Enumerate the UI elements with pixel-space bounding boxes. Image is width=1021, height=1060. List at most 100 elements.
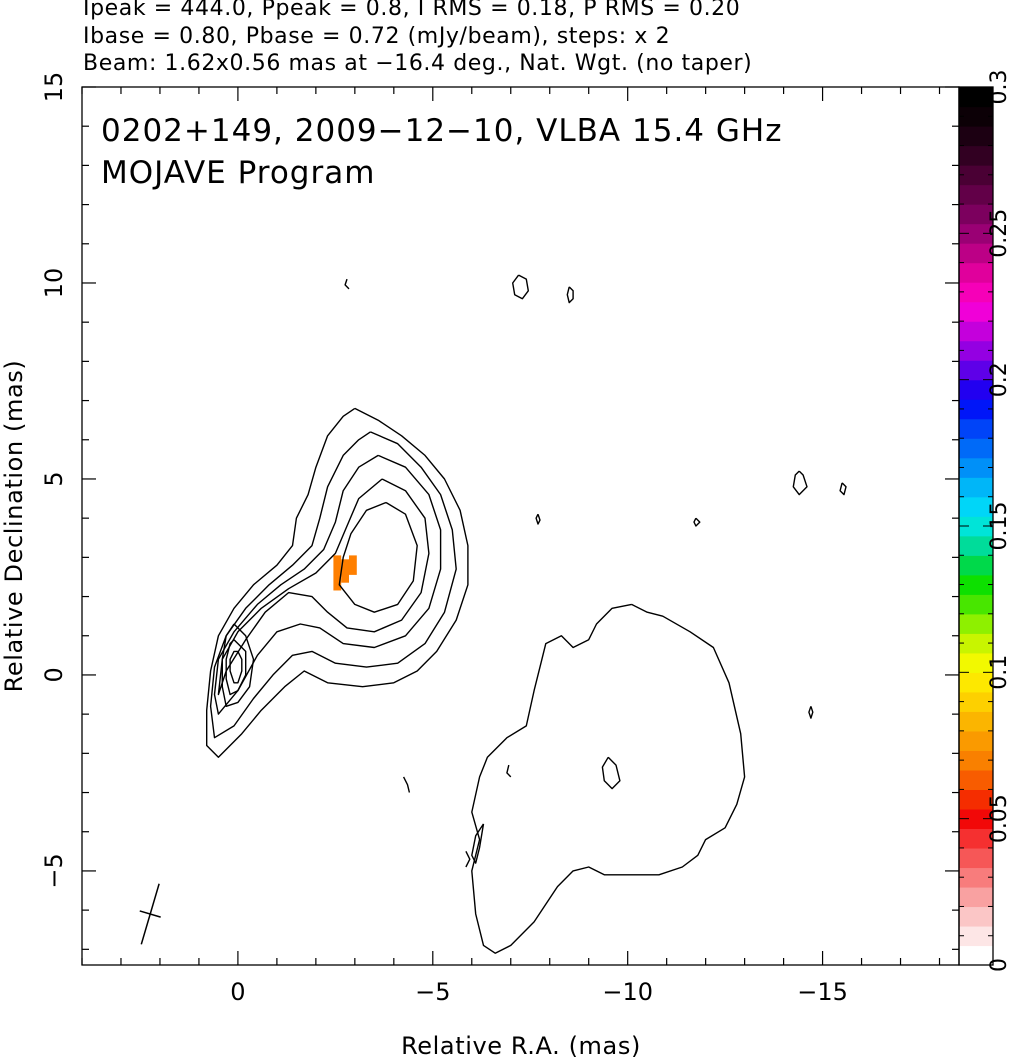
colorbar-segment (959, 204, 993, 225)
colorbar-segment (959, 477, 993, 498)
colorbar-segment (959, 87, 993, 108)
polarization-pixel-1 (341, 559, 349, 583)
colorbar-segment (959, 399, 993, 420)
colorbar-segment (959, 769, 993, 790)
colorbar-segment (959, 613, 993, 634)
colorbar-segment (959, 574, 993, 595)
colorbar-segment (959, 808, 993, 830)
contour-10 (512, 274, 529, 300)
header-line-2: Ibase = 0.80, Pbase = 0.72 (mJy/beam), s… (83, 24, 671, 49)
contour-7 (229, 650, 243, 684)
colorbar-tick-label: 0.05 (987, 794, 1012, 843)
contour-4 (338, 501, 418, 613)
colorbar-segment (959, 886, 993, 908)
colorbar-segment (959, 750, 993, 771)
contour-3 (217, 478, 430, 696)
colorbar-segment (959, 165, 993, 186)
contour-9 (601, 756, 621, 790)
colorbar-tick-label: 0.25 (987, 209, 1012, 258)
colorbar-segment (959, 535, 993, 556)
colorbar-tick-label: 0.15 (987, 502, 1012, 551)
colorbar-segment (959, 301, 993, 322)
colorbar-segment (959, 672, 993, 693)
colorbar-segment (959, 145, 993, 166)
y-tick-label: −5 (40, 853, 68, 888)
plot-frame (81, 86, 960, 966)
colorbar-segment (959, 633, 993, 654)
x-tick-label: 0 (230, 978, 245, 1006)
colorbar-tick-label: 0.2 (987, 362, 1012, 397)
colorbar-segment (959, 457, 993, 478)
y-axis-label: Relative Declination (mas) (0, 360, 28, 693)
header-line-1: Ipeak = 444.0, Ppeak = 0.8, I RMS = 0.18… (83, 0, 741, 21)
colorbar-segment (959, 418, 993, 439)
colorbar-segment (959, 223, 993, 244)
contour-0 (206, 407, 469, 758)
x-tick-label: −15 (797, 978, 848, 1006)
contour-12 (792, 470, 808, 496)
contour-17 (471, 823, 485, 864)
header-line-3: Beam: 1.62x0.56 mas at −16.4 deg., Nat. … (83, 51, 753, 76)
axis-ticks: 0 −5 −10 −15 −5 0 5 10 15 (40, 72, 959, 1006)
colorbar-segment (959, 126, 993, 147)
contour-6 (225, 639, 247, 696)
colorbar-segment (959, 262, 993, 283)
colorbar-frame (958, 86, 994, 966)
colorbar-segment (959, 594, 993, 615)
contour-15 (693, 517, 701, 527)
contour-5 (221, 623, 255, 707)
colorbar-segment (959, 652, 993, 673)
contour-8 (471, 603, 746, 954)
colorbar-segment (959, 730, 993, 751)
polarization-overlay (333, 555, 357, 591)
colorbar: 00.050.10.150.20.250.3 (959, 70, 1012, 972)
beam-minor-axis (139, 910, 161, 918)
colorbar-segment (959, 340, 993, 361)
y-tick-label: 0 (40, 667, 68, 682)
colorbar-tick-label: 0.1 (987, 655, 1012, 690)
colorbar-segment (959, 828, 993, 849)
y-tick-label: 10 (40, 268, 68, 299)
contour-13 (839, 482, 847, 496)
contour-18 (344, 278, 350, 290)
contour-2 (213, 454, 442, 715)
colorbar-segment (959, 867, 993, 888)
contour-1 (209, 431, 457, 739)
contour-14 (535, 513, 541, 525)
colorbar-segment (959, 496, 993, 517)
polarization-pixel-0 (333, 555, 342, 591)
beam-ellipse (139, 883, 161, 945)
colorbar-segment (959, 711, 993, 732)
colorbar-segment (959, 438, 993, 459)
polarization-pixel-2 (348, 555, 357, 575)
colorbar-segment (959, 945, 993, 966)
x-tick-label: −10 (602, 978, 653, 1006)
colorbar-segment (959, 516, 993, 537)
colorbar-segment (959, 321, 993, 342)
colorbar-segment (959, 184, 993, 205)
colorbar-segment (959, 379, 993, 400)
colorbar-segment (959, 906, 993, 927)
x-axis-label: Relative R.A. (mas) (401, 1032, 641, 1060)
colorbar-segment (959, 243, 993, 264)
contour-16 (808, 706, 814, 719)
y-tick-label: 5 (40, 471, 68, 486)
colorbar-segment (959, 925, 993, 947)
contour-21 (465, 850, 471, 868)
colorbar-segment (959, 555, 993, 576)
colorbar-segment (959, 360, 993, 381)
contour-layer (206, 274, 847, 954)
x-tick-label: −5 (415, 978, 450, 1006)
contour-20 (506, 764, 512, 778)
chart-subtitle: MOJAVE Program (101, 155, 375, 191)
colorbar-segment (959, 847, 993, 869)
colorbar-segment (959, 789, 993, 810)
chart-title: 0202+149, 2009−12−10, VLBA 15.4 GHz (101, 113, 782, 149)
colorbar-segment (959, 282, 993, 303)
colorbar-segment (959, 106, 993, 127)
contour-19 (402, 776, 411, 793)
colorbar-segment (959, 691, 993, 712)
contour-11 (566, 286, 574, 304)
y-tick-label: 15 (40, 72, 68, 103)
